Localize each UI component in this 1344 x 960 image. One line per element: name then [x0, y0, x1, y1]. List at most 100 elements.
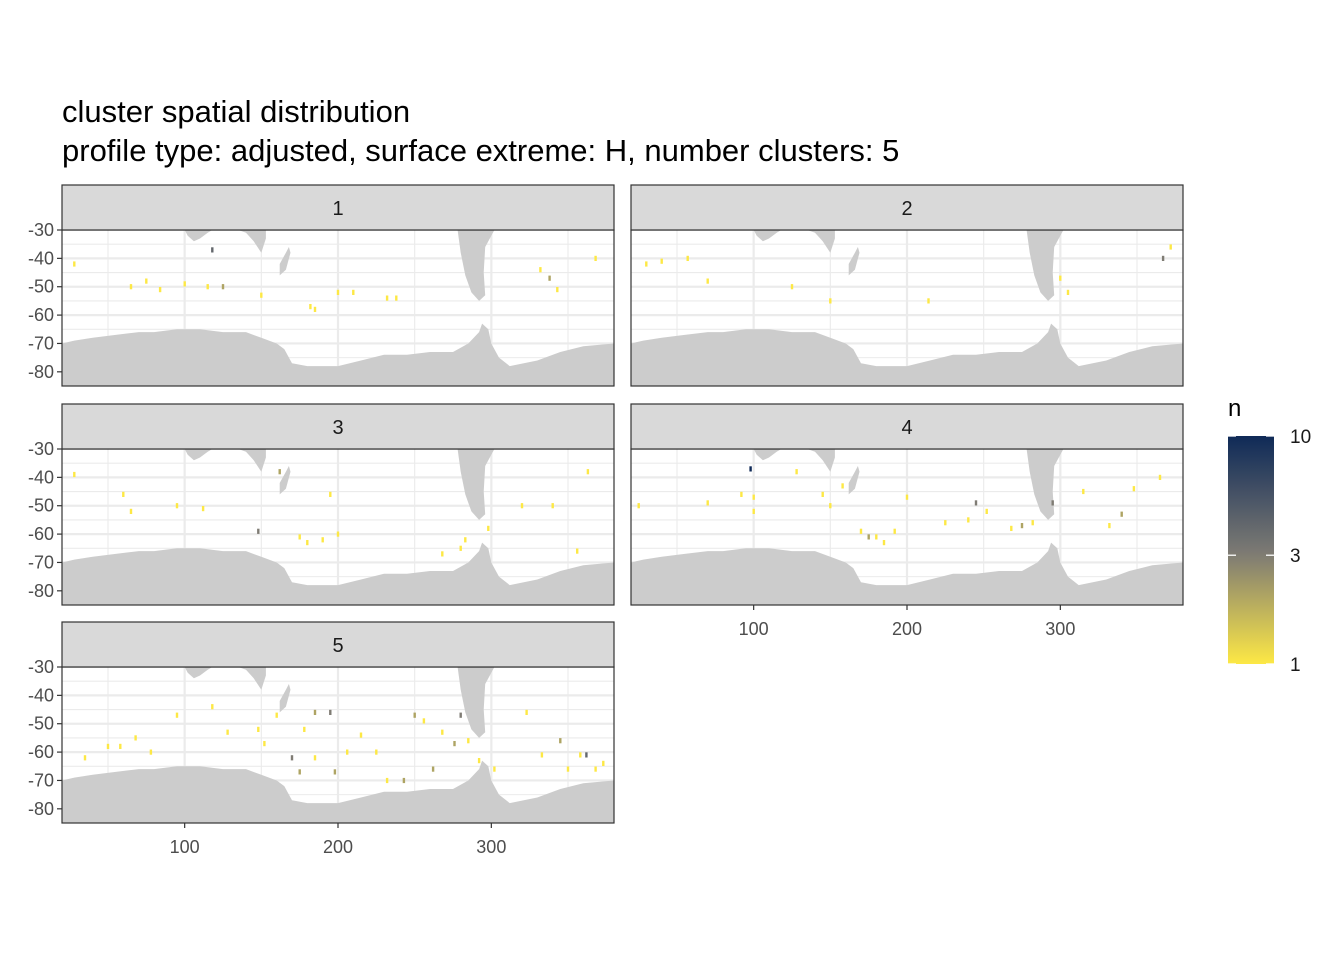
x-tick-label: 100 [170, 837, 200, 857]
y-tick-label: -70 [28, 333, 54, 353]
land-polygon [238, 449, 266, 472]
heat-cell [313, 709, 317, 715]
land-polygon [848, 247, 860, 276]
heat-cell [413, 712, 416, 718]
heat-cell [321, 537, 324, 543]
heat-cell [706, 500, 709, 506]
heat-cell [1051, 500, 1054, 506]
land-mask [631, 449, 1183, 605]
heat-cell [594, 255, 597, 261]
y-tick-label: -40 [28, 685, 54, 705]
heat-cell [944, 520, 947, 526]
y-tick-label: -70 [28, 770, 54, 790]
heat-cell [459, 545, 462, 551]
heat-cell [520, 503, 524, 509]
heat-cell [974, 500, 978, 506]
heat-cell [441, 729, 444, 735]
heat-cell [927, 298, 930, 304]
heat-cell [183, 281, 186, 287]
heat-cell [175, 503, 179, 509]
heat-cell [329, 491, 332, 497]
y-tick-label: -60 [28, 305, 54, 325]
heat-cell [540, 752, 544, 758]
y-tick-label: -60 [28, 742, 54, 762]
y-tick-label: -80 [28, 362, 54, 382]
heat-cell [122, 491, 125, 497]
data-cells [73, 469, 590, 557]
land-mask [631, 230, 1183, 386]
heat-cell [1120, 511, 1123, 517]
heat-cell [551, 503, 554, 509]
heat-cell [290, 755, 294, 761]
facet-strip [61, 184, 615, 231]
heat-cell [660, 258, 663, 264]
facet-strip [630, 403, 1184, 450]
heat-cell [257, 528, 260, 534]
heat-cell [829, 298, 832, 304]
heat-cell [1010, 525, 1013, 531]
land-polygon [62, 542, 614, 605]
land-polygon [184, 449, 213, 461]
land-polygon [279, 466, 291, 495]
heat-cell [211, 704, 214, 710]
heat-cell [882, 540, 886, 546]
heat-cell [559, 738, 562, 744]
heat-cell [841, 483, 844, 489]
heat-cell [467, 738, 470, 744]
land-polygon [753, 449, 782, 461]
heat-cell [602, 760, 605, 766]
chart-title-line1: cluster spatial distribution [62, 94, 410, 129]
heat-cell [303, 726, 306, 732]
y-tick-label: -50 [28, 496, 54, 516]
heat-cell [875, 534, 878, 540]
land-polygon [457, 667, 495, 738]
heat-cell [459, 712, 462, 718]
facet-panel-5: 5 -30 -40 -50 -60 -70 -80 100 200 300 [28, 621, 615, 857]
land-polygon [1026, 230, 1064, 301]
heat-cell [967, 517, 970, 523]
heat-cell [821, 491, 824, 497]
heat-cell [905, 494, 909, 500]
heat-cell [539, 267, 542, 273]
heat-cell [867, 534, 870, 540]
land-polygon [62, 323, 614, 386]
land-polygon [848, 466, 860, 495]
heat-cell [275, 712, 278, 718]
y-tick-label: -30 [28, 220, 54, 240]
heat-cell [740, 491, 743, 497]
heat-cell [385, 295, 389, 301]
heat-cell [477, 758, 481, 764]
heat-cell [487, 525, 490, 531]
x-tick-label: 300 [476, 837, 506, 857]
heat-cell [1132, 486, 1136, 492]
heat-cell [119, 743, 122, 749]
facet-panel-2: 2 [630, 184, 1184, 387]
y-tick-label: -80 [28, 581, 54, 601]
heat-cell [257, 726, 260, 732]
heat-cell [859, 528, 863, 534]
heat-cell [706, 278, 709, 284]
heat-cell [493, 766, 496, 772]
heat-cell [83, 755, 87, 761]
heat-cell [637, 503, 640, 509]
heat-cell [441, 551, 444, 557]
heat-cell [298, 534, 301, 540]
heat-cell [260, 292, 263, 298]
x-tick-label: 300 [1045, 619, 1075, 639]
heat-cell [431, 766, 435, 772]
facet-strip [630, 184, 1184, 231]
heat-cell [1066, 289, 1070, 295]
heat-cell [1161, 255, 1165, 261]
land-mask [62, 449, 614, 605]
land-polygon [631, 542, 1183, 605]
heat-cell [594, 766, 597, 772]
heat-cell [375, 749, 378, 755]
heat-cell [790, 284, 794, 290]
heat-cell [1059, 275, 1062, 281]
facet-strip-label: 1 [332, 198, 343, 220]
heat-cell [566, 766, 570, 772]
land-polygon [457, 230, 495, 301]
heat-cell [422, 718, 426, 724]
y-tick-label: -80 [28, 799, 54, 819]
